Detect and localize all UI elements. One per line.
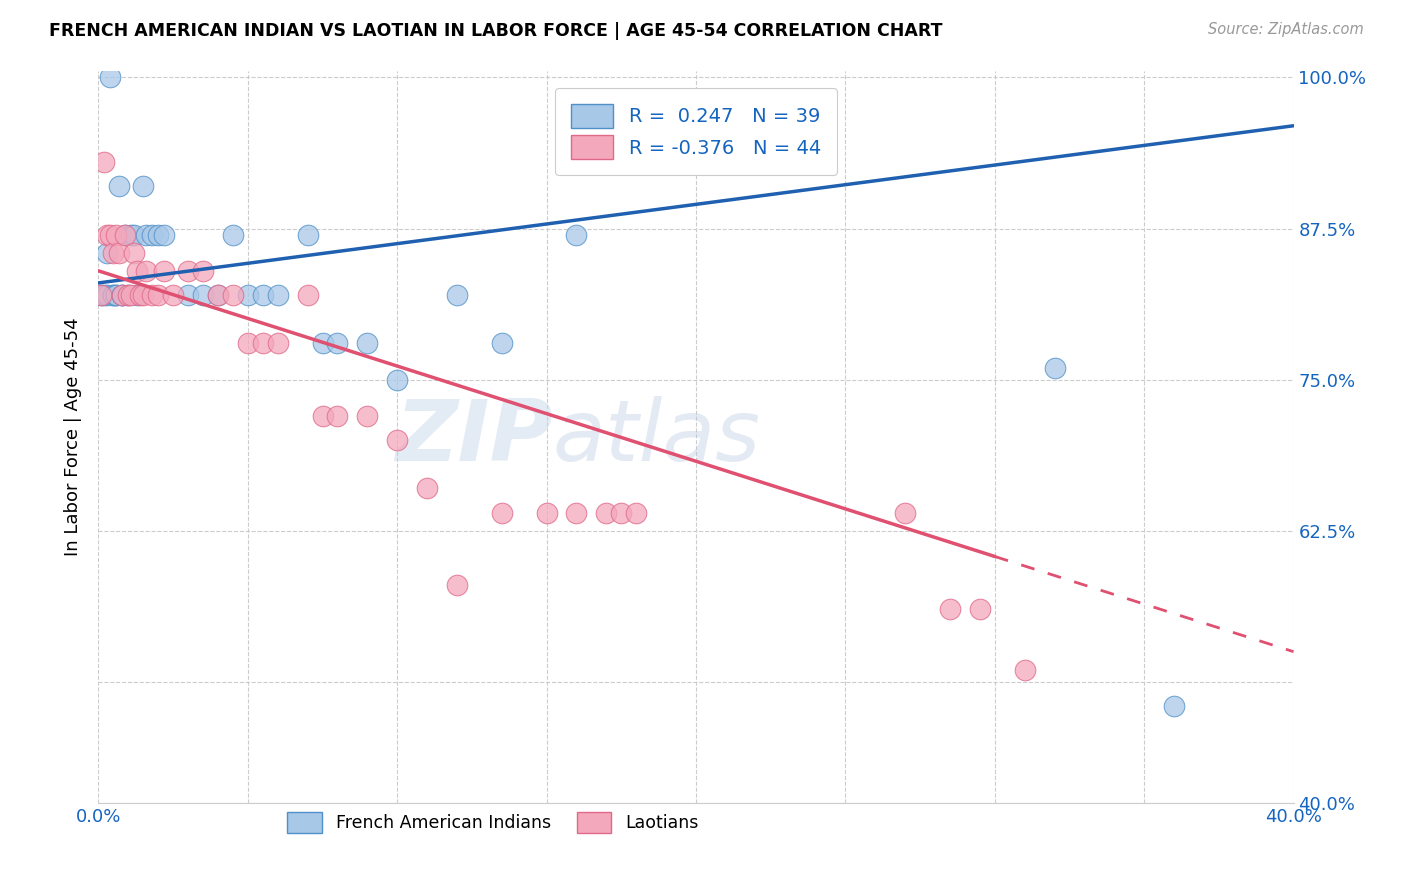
Point xyxy=(610,506,633,520)
Point xyxy=(177,288,200,302)
Point xyxy=(153,264,176,278)
Point xyxy=(135,227,157,242)
Point xyxy=(162,288,184,302)
Point xyxy=(135,264,157,278)
Point xyxy=(536,506,558,520)
Point xyxy=(326,409,349,423)
Point xyxy=(114,227,136,242)
Text: atlas: atlas xyxy=(553,395,761,479)
Point xyxy=(311,409,333,423)
Point xyxy=(311,336,333,351)
Point xyxy=(267,336,290,351)
Point xyxy=(252,288,274,302)
Point xyxy=(105,227,128,242)
Point xyxy=(96,288,118,302)
Point xyxy=(90,288,112,302)
Point xyxy=(120,288,142,302)
Legend: French American Indians, Laotians: French American Indians, Laotians xyxy=(278,803,707,842)
Point xyxy=(491,506,513,520)
Point xyxy=(191,288,214,302)
Point xyxy=(124,245,146,260)
Point xyxy=(96,227,118,242)
Point xyxy=(108,245,131,260)
Point xyxy=(565,506,588,520)
Point xyxy=(111,288,134,302)
Point xyxy=(98,70,122,85)
Point xyxy=(267,288,290,302)
Point xyxy=(356,336,378,351)
Point xyxy=(148,227,170,242)
Point xyxy=(98,227,122,242)
Point xyxy=(207,288,229,302)
Point xyxy=(385,433,409,447)
Point xyxy=(252,336,274,351)
Point xyxy=(120,227,142,242)
Point xyxy=(117,288,139,302)
Point xyxy=(96,245,118,260)
Point xyxy=(356,409,378,423)
Point xyxy=(222,227,245,242)
Point xyxy=(491,336,513,351)
Point xyxy=(236,336,259,351)
Point xyxy=(103,288,125,302)
Text: Source: ZipAtlas.com: Source: ZipAtlas.com xyxy=(1208,22,1364,37)
Point xyxy=(177,264,200,278)
Point xyxy=(446,578,468,592)
Point xyxy=(111,288,134,302)
Point xyxy=(326,336,349,351)
Point xyxy=(117,288,139,302)
Text: ZIP: ZIP xyxy=(395,395,553,479)
Point xyxy=(141,288,163,302)
Point xyxy=(103,245,125,260)
Point xyxy=(595,506,617,520)
Point xyxy=(1014,663,1036,677)
Point xyxy=(626,506,648,520)
Point xyxy=(114,227,136,242)
Point xyxy=(105,288,128,302)
Point xyxy=(297,288,319,302)
Point xyxy=(108,179,131,194)
Point xyxy=(446,288,468,302)
Point xyxy=(894,506,917,520)
Point xyxy=(141,227,163,242)
Point xyxy=(385,373,409,387)
Point xyxy=(129,288,152,302)
Point xyxy=(93,155,115,169)
Point xyxy=(105,288,128,302)
Point xyxy=(132,179,155,194)
Point xyxy=(153,227,176,242)
Point xyxy=(207,288,229,302)
Point xyxy=(127,264,149,278)
Point xyxy=(124,227,146,242)
Point xyxy=(236,288,259,302)
Point xyxy=(565,227,588,242)
Point xyxy=(222,288,245,302)
Point xyxy=(297,227,319,242)
Text: FRENCH AMERICAN INDIAN VS LAOTIAN IN LABOR FORCE | AGE 45-54 CORRELATION CHART: FRENCH AMERICAN INDIAN VS LAOTIAN IN LAB… xyxy=(49,22,942,40)
Point xyxy=(939,602,962,616)
Point xyxy=(148,288,170,302)
Point xyxy=(132,288,155,302)
Point xyxy=(90,288,112,302)
Point xyxy=(416,482,439,496)
Point xyxy=(969,602,991,616)
Y-axis label: In Labor Force | Age 45-54: In Labor Force | Age 45-54 xyxy=(65,318,83,557)
Point xyxy=(1163,699,1185,714)
Point xyxy=(127,288,149,302)
Point xyxy=(103,288,125,302)
Point xyxy=(111,288,134,302)
Point xyxy=(93,288,115,302)
Point xyxy=(191,264,214,278)
Point xyxy=(1043,360,1066,375)
